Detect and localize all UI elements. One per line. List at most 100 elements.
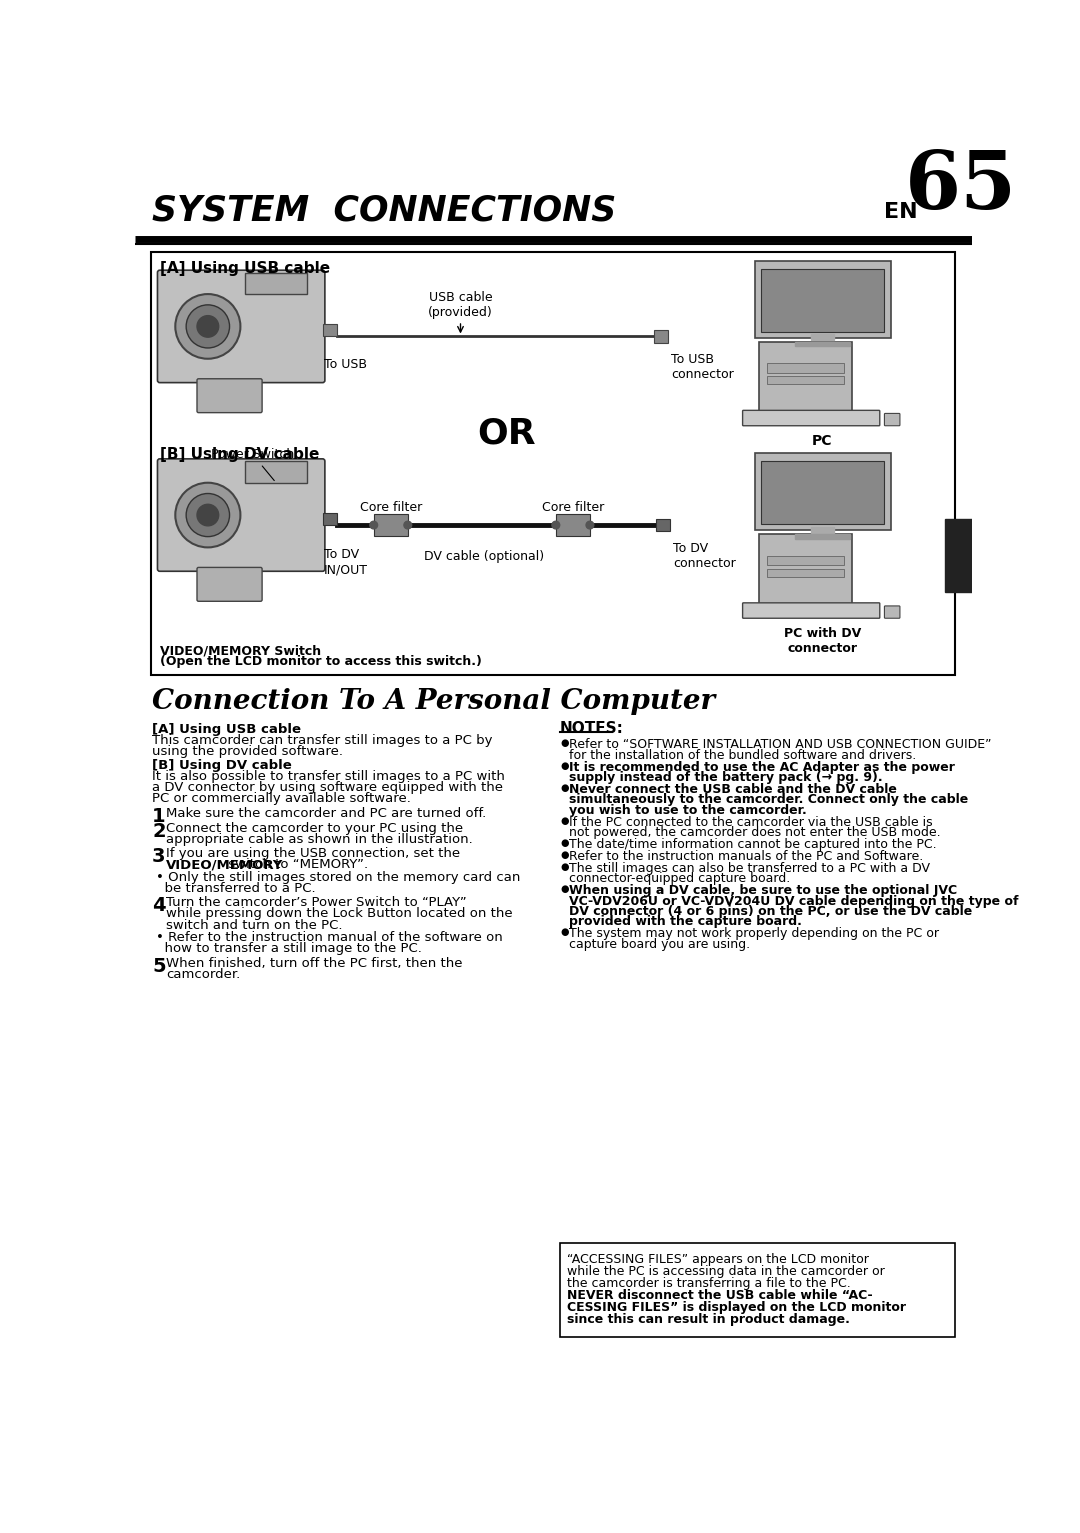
Text: you wish to use to the camcorder.: you wish to use to the camcorder. xyxy=(569,803,807,817)
Text: (Open the LCD monitor to access this switch.): (Open the LCD monitor to access this swi… xyxy=(160,655,482,668)
Text: how to transfer a still image to the PC.: how to transfer a still image to the PC. xyxy=(156,943,422,955)
Text: EN: EN xyxy=(883,202,917,222)
Text: VIDEO/MEMORY Switch: VIDEO/MEMORY Switch xyxy=(160,644,321,658)
Text: “ACCESSING FILES” appears on the LCD monitor: “ACCESSING FILES” appears on the LCD mon… xyxy=(567,1254,869,1266)
Bar xyxy=(374,514,408,537)
Bar xyxy=(323,512,337,526)
Text: To USB
connector: To USB connector xyxy=(672,354,734,382)
Text: Connect the camcorder to your PC using the: Connect the camcorder to your PC using t… xyxy=(166,822,463,834)
FancyBboxPatch shape xyxy=(158,458,325,572)
Text: ●: ● xyxy=(561,816,569,826)
Circle shape xyxy=(197,316,219,337)
Bar xyxy=(767,556,845,566)
Text: ●: ● xyxy=(561,849,569,860)
Bar xyxy=(245,461,307,483)
Bar xyxy=(559,1243,955,1337)
Text: provided with the capture board.: provided with the capture board. xyxy=(569,915,801,929)
Text: 5: 5 xyxy=(152,957,165,975)
Text: capture board you are using.: capture board you are using. xyxy=(569,938,751,950)
Text: USB cable
(provided): USB cable (provided) xyxy=(428,291,492,319)
Text: a DV connector by using software equipped with the: a DV connector by using software equippe… xyxy=(152,782,503,794)
Bar xyxy=(755,454,891,530)
Circle shape xyxy=(197,504,219,526)
Text: ●: ● xyxy=(561,739,569,748)
Bar xyxy=(811,527,834,533)
Circle shape xyxy=(586,521,594,529)
Text: [B] Using DV cable: [B] Using DV cable xyxy=(152,759,292,771)
FancyBboxPatch shape xyxy=(885,414,900,426)
FancyBboxPatch shape xyxy=(158,270,325,383)
Bar xyxy=(945,518,972,592)
Circle shape xyxy=(369,521,378,529)
Text: Connection To A Personal Computer: Connection To A Personal Computer xyxy=(152,688,715,716)
Text: If you are using the USB connection, set the: If you are using the USB connection, set… xyxy=(166,846,460,860)
Text: OR: OR xyxy=(477,417,537,451)
Text: The date/time information cannot be captured into the PC.: The date/time information cannot be capt… xyxy=(569,839,936,851)
Text: supply instead of the battery pack (→ pg. 9).: supply instead of the battery pack (→ pg… xyxy=(569,771,882,783)
Text: be transferred to a PC.: be transferred to a PC. xyxy=(156,881,315,895)
Bar xyxy=(759,535,852,604)
Bar xyxy=(556,514,590,537)
Text: VIDEO/MEMORY: VIDEO/MEMORY xyxy=(166,858,283,871)
Text: not powered, the camcorder does not enter the USB mode.: not powered, the camcorder does not ente… xyxy=(569,826,941,839)
Text: • Refer to the instruction manual of the software on: • Refer to the instruction manual of the… xyxy=(156,931,502,944)
Text: Refer to “SOFTWARE INSTALLATION AND USB CONNECTION GUIDE”: Refer to “SOFTWARE INSTALLATION AND USB … xyxy=(569,739,991,751)
Bar xyxy=(767,377,845,385)
Text: It is recommended to use the AC Adapter as the power: It is recommended to use the AC Adapter … xyxy=(569,760,955,774)
FancyBboxPatch shape xyxy=(885,606,900,618)
Circle shape xyxy=(175,483,241,547)
Text: [A] Using USB cable: [A] Using USB cable xyxy=(152,724,301,736)
Text: PC or commercially available software.: PC or commercially available software. xyxy=(152,793,410,805)
Text: PC: PC xyxy=(812,434,833,448)
Text: Make sure the camcorder and PC are turned off.: Make sure the camcorder and PC are turne… xyxy=(166,808,486,820)
Bar xyxy=(755,261,891,337)
Text: Core filter: Core filter xyxy=(360,501,422,514)
Text: To USB: To USB xyxy=(324,359,367,371)
FancyBboxPatch shape xyxy=(197,567,262,601)
Text: DV cable (optional): DV cable (optional) xyxy=(423,550,544,563)
Text: SYSTEM  CONNECTIONS: SYSTEM CONNECTIONS xyxy=(152,193,617,227)
Text: It is also possible to transfer still images to a PC with: It is also possible to transfer still im… xyxy=(152,770,505,783)
Text: 3: 3 xyxy=(152,846,165,866)
Text: camcorder.: camcorder. xyxy=(166,967,240,981)
Text: DV connector (4 or 6 pins) on the PC, or use the DV cable: DV connector (4 or 6 pins) on the PC, or… xyxy=(569,904,972,918)
Bar xyxy=(761,461,885,524)
FancyBboxPatch shape xyxy=(743,602,880,618)
Text: using the provided software.: using the provided software. xyxy=(152,745,343,759)
Text: ●: ● xyxy=(561,862,569,872)
Text: When finished, turn off the PC first, then the: When finished, turn off the PC first, th… xyxy=(166,957,462,970)
Bar xyxy=(759,342,852,411)
Text: for the installation of the bundled software and drivers.: for the installation of the bundled soft… xyxy=(569,748,916,762)
Text: 2: 2 xyxy=(152,822,165,840)
Bar xyxy=(656,518,670,532)
Text: NOTES:: NOTES: xyxy=(559,722,623,736)
Circle shape xyxy=(552,521,559,529)
Text: VC-VDV206U or VC-VDV204U DV cable depending on the type of: VC-VDV206U or VC-VDV204U DV cable depend… xyxy=(569,895,1018,908)
Circle shape xyxy=(175,294,241,359)
Text: This camcorder can transfer still images to a PC by: This camcorder can transfer still images… xyxy=(152,734,492,747)
Text: 65: 65 xyxy=(905,149,1016,227)
Text: [B] Using DV cable: [B] Using DV cable xyxy=(160,448,320,463)
Text: To DV
IN/OUT: To DV IN/OUT xyxy=(324,549,368,576)
Text: When using a DV cable, be sure to use the optional JVC: When using a DV cable, be sure to use th… xyxy=(569,885,957,897)
Text: PC with DV
connector: PC with DV connector xyxy=(784,627,861,655)
Text: [A] Using USB cable: [A] Using USB cable xyxy=(160,261,329,276)
Circle shape xyxy=(186,494,230,537)
Bar xyxy=(795,342,850,346)
Text: ●: ● xyxy=(561,885,569,894)
Bar xyxy=(150,251,955,675)
FancyBboxPatch shape xyxy=(743,411,880,426)
Bar xyxy=(323,323,337,336)
Text: 1: 1 xyxy=(152,808,165,826)
Bar xyxy=(811,334,834,340)
Bar xyxy=(795,535,850,540)
Text: switch to “MEMORY”.: switch to “MEMORY”. xyxy=(224,858,368,871)
Text: since this can result in product damage.: since this can result in product damage. xyxy=(567,1314,850,1326)
Circle shape xyxy=(186,305,230,348)
Text: while pressing down the Lock Button located on the: while pressing down the Lock Button loca… xyxy=(166,908,513,920)
Bar xyxy=(245,273,307,294)
Text: If the PC connected to the camcorder via the USB cable is: If the PC connected to the camcorder via… xyxy=(569,816,933,829)
Text: The still images can also be transferred to a PC with a DV: The still images can also be transferred… xyxy=(569,862,930,875)
Text: connector-equipped capture board.: connector-equipped capture board. xyxy=(569,872,791,886)
Bar xyxy=(654,330,669,342)
